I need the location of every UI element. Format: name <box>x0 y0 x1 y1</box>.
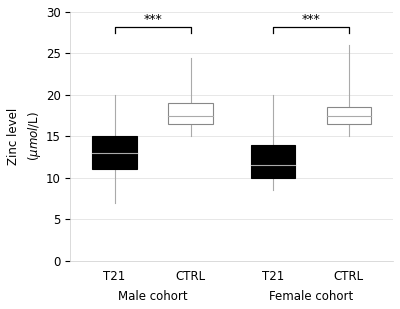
Bar <box>168 103 213 124</box>
Bar <box>251 145 295 178</box>
Text: Male cohort: Male cohort <box>118 290 187 303</box>
Text: ***: *** <box>143 14 162 27</box>
Text: Female cohort: Female cohort <box>269 290 353 303</box>
Bar <box>92 136 137 169</box>
Y-axis label: Zinc level
($\itμ$$\it{mol}$/L): Zinc level ($\itμ$$\it{mol}$/L) <box>7 108 43 165</box>
Text: ***: *** <box>302 14 320 27</box>
Bar <box>327 107 371 124</box>
